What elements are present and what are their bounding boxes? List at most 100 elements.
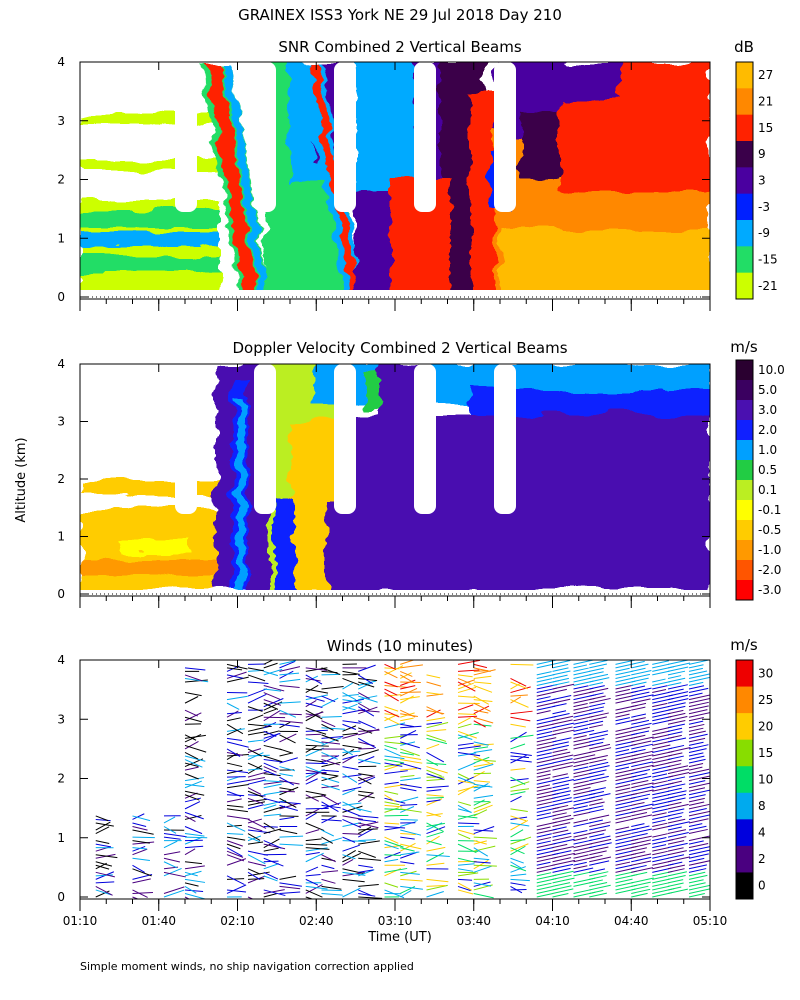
wind-barb [631, 722, 652, 729]
colorbar-swatch [736, 845, 753, 873]
wind-barb [400, 691, 421, 694]
wind-barb [321, 794, 340, 806]
wind-barb [279, 891, 301, 894]
wind-barb [552, 715, 574, 722]
wind-barb [473, 804, 493, 813]
wind-barb [342, 732, 358, 736]
wind-barb [426, 840, 442, 846]
colorbar-label: 15 [758, 746, 773, 760]
wind-barb [667, 812, 684, 817]
wind-barb [688, 752, 704, 757]
x-tick-label: 03:10 [378, 914, 413, 928]
wind-barb [688, 893, 705, 898]
wind-barb [688, 797, 705, 803]
wind-barb [400, 679, 416, 686]
wind-barb [688, 766, 703, 771]
wind-barb [631, 685, 646, 690]
wind-barb [667, 677, 686, 683]
wind-barb [279, 701, 301, 704]
x-tick-label: 01:40 [141, 914, 176, 928]
wind-barb [263, 840, 282, 849]
colorbar-label: 10.0 [758, 363, 785, 377]
wind-barb [357, 674, 373, 685]
wind-barb [615, 826, 630, 831]
wind-barb [358, 808, 372, 813]
wind-barb [688, 874, 708, 880]
wind-barb [552, 794, 570, 799]
wind-barb [342, 720, 361, 724]
wind-barb [552, 797, 572, 803]
wind-barb [589, 667, 604, 672]
wind-barb [473, 864, 497, 867]
wind-barb [615, 790, 631, 796]
x-tick-label: 04:40 [614, 914, 649, 928]
wind-barb [552, 677, 569, 683]
wind-barb [552, 822, 571, 827]
wind-barb [667, 727, 683, 732]
wind-barb [321, 755, 340, 764]
wind-barb [667, 861, 683, 866]
wind-barb [263, 804, 277, 810]
wind-barb [305, 766, 321, 773]
wind-barb [342, 748, 353, 756]
wind-barb [536, 737, 557, 743]
wind-barb [615, 878, 633, 884]
wind-barb [667, 856, 691, 863]
wind-barb [667, 765, 689, 771]
wind-barb [358, 869, 374, 873]
wind-barb [615, 818, 634, 824]
wind-barb [426, 878, 449, 883]
wind-barb [552, 888, 574, 894]
wind-barb [688, 825, 707, 831]
wind-barb [589, 793, 611, 799]
wind-barb [615, 779, 635, 785]
wind-barb [358, 828, 378, 831]
wind-barb [688, 780, 706, 785]
wind-barb [457, 833, 471, 840]
wind-barb [536, 705, 556, 711]
wind-barb [358, 822, 379, 829]
wind-barb [321, 783, 340, 791]
wind-barb [615, 709, 631, 715]
doppler-gaps [80, 364, 710, 596]
wind-barb [510, 829, 524, 838]
wind-barb [321, 854, 336, 863]
wind-barb [457, 878, 473, 881]
wind-barb [263, 668, 283, 676]
wind-barb [163, 816, 176, 824]
wind-barb [589, 773, 605, 778]
wind-barb [667, 691, 689, 697]
wind-barb [510, 843, 529, 852]
wind-barb [631, 670, 652, 676]
wind-barb [358, 775, 375, 782]
wind-barb [279, 829, 298, 835]
wind-barb [667, 666, 689, 672]
wind-barb [247, 777, 265, 782]
colorbar-label: -9 [758, 226, 770, 240]
wind-barb [321, 885, 342, 890]
wind-barb [263, 766, 277, 773]
doppler-x-ticks [79, 364, 711, 608]
wind-barb [263, 744, 283, 751]
wind-barb [305, 874, 321, 877]
wind-barb [358, 692, 370, 700]
wind-barb [589, 835, 611, 842]
wind-barb [536, 777, 551, 782]
wind-barb [357, 792, 374, 803]
wind-barb [184, 794, 200, 801]
wind-barb [321, 734, 339, 742]
colorbar-swatch [736, 686, 753, 714]
colorbar-swatch [736, 500, 753, 521]
wind-barb [631, 758, 652, 764]
wind-barb [342, 766, 359, 770]
snr-frontal-band-core [206, 62, 258, 295]
wind-barb [184, 734, 206, 739]
wind-barb [426, 831, 444, 838]
wind-barb [631, 748, 646, 753]
wind-barb [473, 826, 495, 835]
wind-barb [667, 842, 688, 849]
wind-barb [279, 802, 299, 810]
wind-barb [652, 730, 671, 736]
snr-gap [175, 62, 197, 212]
